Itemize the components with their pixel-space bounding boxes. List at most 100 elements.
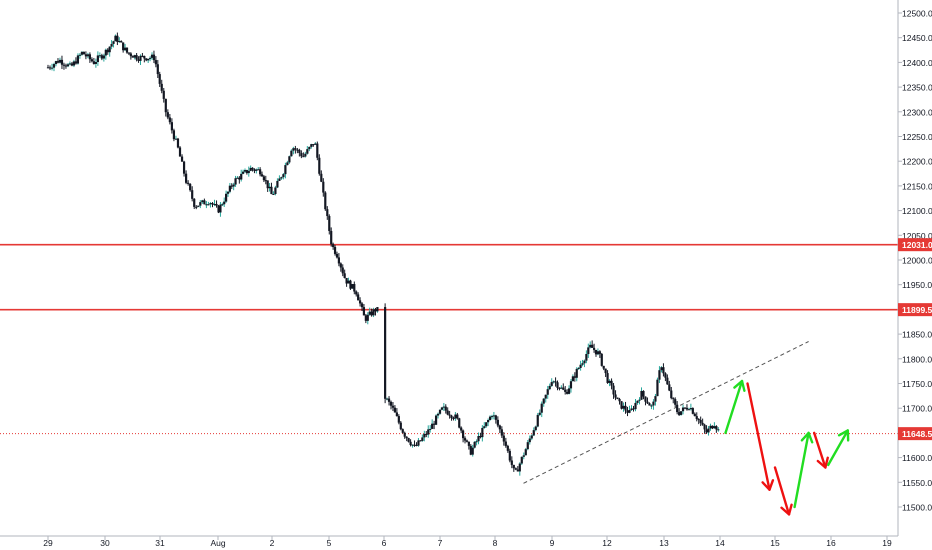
candle <box>195 205 198 210</box>
candle <box>506 444 509 453</box>
candle <box>88 52 91 63</box>
candle <box>583 359 586 368</box>
candle <box>630 405 633 411</box>
candle <box>636 400 639 405</box>
candle <box>678 408 681 416</box>
candle <box>332 242 335 250</box>
time-tick-label: 12 <box>602 538 612 548</box>
candle <box>276 178 279 189</box>
candle <box>80 51 84 56</box>
candle <box>524 447 527 456</box>
candle <box>477 432 480 445</box>
time-axis[interactable]: 29 30 31 Aug 2 5 6 7 8 9 12 13 14 15 16 19 <box>0 535 898 548</box>
candle <box>353 281 356 295</box>
candle <box>370 308 373 317</box>
candle <box>343 269 346 279</box>
candle <box>681 404 685 415</box>
candle <box>199 200 202 209</box>
candle <box>300 150 303 159</box>
candle <box>391 402 395 412</box>
candle <box>530 434 533 441</box>
time-tick-label: 15 <box>770 538 780 548</box>
candle <box>585 350 588 364</box>
candle <box>253 168 256 174</box>
candle <box>78 52 82 59</box>
projection-arrow-1[interactable] <box>746 382 775 491</box>
trendline[interactable] <box>523 341 809 484</box>
candle <box>308 146 311 152</box>
candle <box>528 435 531 445</box>
candle <box>442 403 445 412</box>
candle <box>82 51 86 55</box>
projection-arrow-5[interactable] <box>827 429 850 467</box>
candle <box>532 427 535 437</box>
price-tick-label: 12400.0 <box>902 58 932 68</box>
candle <box>298 148 301 157</box>
candle <box>544 394 547 403</box>
candle <box>238 176 241 184</box>
candle <box>74 57 78 65</box>
candle <box>141 52 144 58</box>
candle <box>322 178 325 197</box>
price-axis[interactable]: 12500.0 12450.0 12400.0 12350.0 12300.0 12250… <box>897 0 932 550</box>
candle <box>697 418 700 425</box>
candle <box>473 441 476 449</box>
candle <box>467 441 470 450</box>
candle <box>355 290 358 297</box>
candle <box>76 53 80 65</box>
candle <box>259 167 262 177</box>
candle <box>492 411 495 420</box>
time-tick-label: 2 <box>270 538 275 548</box>
candle <box>488 415 492 421</box>
candle <box>123 43 127 51</box>
price-tick-label: 11550.0 <box>902 478 932 488</box>
candle <box>260 171 264 177</box>
candle <box>174 135 178 140</box>
candle <box>243 168 247 173</box>
candle <box>357 292 360 301</box>
candle <box>672 397 675 404</box>
candle <box>60 55 64 70</box>
time-tick-label: 14 <box>715 538 725 548</box>
candle <box>368 307 371 316</box>
candle <box>358 297 362 307</box>
candle <box>106 48 109 55</box>
candle <box>465 439 469 443</box>
price-tick-label: 11500.0 <box>902 503 932 513</box>
candle <box>257 167 260 171</box>
candle <box>538 409 541 417</box>
price-tick-label: 12100.0 <box>902 206 932 216</box>
candle <box>240 169 243 182</box>
candle <box>596 348 600 356</box>
candle <box>552 380 555 384</box>
price-tick-label: 12150.0 <box>902 181 932 191</box>
candle <box>409 439 412 447</box>
time-tick-label: 9 <box>550 538 555 548</box>
candle <box>112 40 115 48</box>
projection-arrow-2[interactable] <box>773 466 793 516</box>
candle <box>494 414 497 424</box>
candle <box>290 149 293 157</box>
svg-text:11899.5: 11899.5 <box>902 305 932 315</box>
time-tick-label: 5 <box>327 538 332 548</box>
candle <box>193 198 196 210</box>
candle <box>154 56 157 68</box>
candle <box>207 201 210 206</box>
candle <box>540 401 543 418</box>
candle <box>385 397 389 401</box>
candle <box>656 377 659 397</box>
price-tick-label: 11600.0 <box>902 453 932 463</box>
candle <box>284 162 287 179</box>
candle <box>483 422 486 429</box>
candle <box>640 387 643 401</box>
candle <box>249 165 252 172</box>
projection-arrow-4[interactable] <box>813 431 829 469</box>
candle <box>286 160 289 166</box>
candle <box>628 405 631 414</box>
candle <box>48 65 52 71</box>
projection-arrow-0[interactable] <box>724 379 746 435</box>
projection-arrow-3[interactable] <box>793 431 814 509</box>
candle <box>423 430 426 442</box>
candle <box>345 277 348 287</box>
